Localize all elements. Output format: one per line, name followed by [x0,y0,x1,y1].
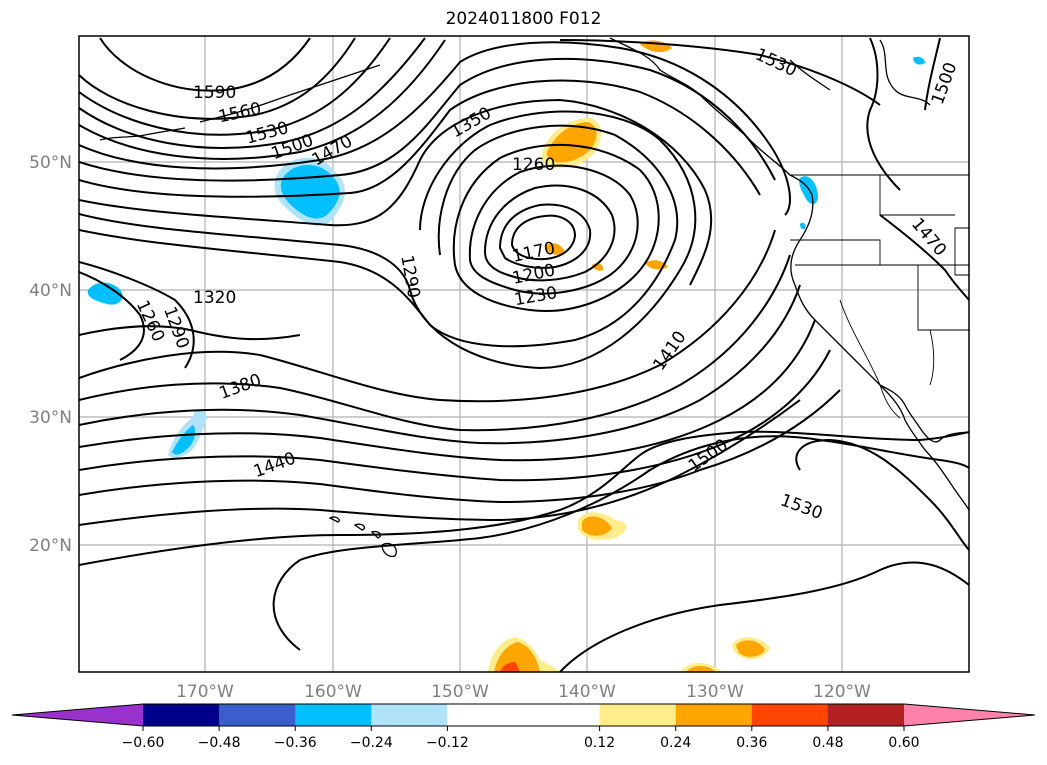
colorbar-tick-label: 0.12 [584,735,615,751]
colorbar: −0.60 −0.48 −0.36 −0.24 −0.12 0.12 0.24 0.36 0.4… [11,703,1036,751]
colorbar-tick-label: −0.60 [122,735,165,751]
map-title: 2024011800 F012 [445,9,602,29]
colorbar-tick-label: −0.12 [426,735,469,751]
contour-label: 1320 [193,288,236,308]
lon-label: 170°W [176,682,234,702]
colorbar-swatch [675,704,753,726]
lon-label: 120°W [813,682,871,702]
latitude-labels: 50°N 40°N 30°N 20°N [29,153,72,556]
colorbar-swatch [751,704,829,726]
colorbar-tick-label: −0.24 [350,735,393,751]
contour-label: 1260 [512,155,555,175]
lon-label: 140°W [558,682,616,702]
map-frame [78,35,970,673]
map-background [79,36,969,672]
colorbar-tick-label: 0.24 [660,735,691,751]
lat-label: 50°N [29,153,72,173]
lat-label: 20°N [29,536,72,556]
colorbar-swatch [295,704,372,726]
political-borders [790,174,969,419]
colorbar-swatch [599,704,677,726]
lon-label: 150°W [431,682,489,702]
contour-label: 1590 [193,83,236,103]
colorbar-tick-label: 0.36 [736,735,767,751]
colorbar-tick-label: 0.48 [812,735,843,751]
colorbar-swatch [143,704,220,726]
height-contours [79,37,969,672]
colorbar-extension-low [12,704,143,726]
lon-label: 160°W [304,682,362,702]
colorbar-extension-high [904,704,1035,726]
colorbar-swatch [219,704,296,726]
longitude-labels: 170°W 160°W 150°W 140°W 130°W 120°W [176,682,871,702]
colorbar-swatch [827,704,905,726]
lat-label: 30°N [29,408,72,428]
map-content [79,36,969,672]
lon-label: 130°W [686,682,744,702]
positive-anomaly-patches [488,40,770,672]
gridlines [79,36,969,672]
colorbar-swatch [371,704,448,726]
colorbar-tick-label: −0.36 [274,735,317,751]
colorbar-tick-label: 0.60 [888,735,919,751]
colorbar-swatch [447,704,524,726]
colorbar-swatch [523,704,601,726]
colorbar-tick-label: −0.48 [198,735,241,751]
lat-label: 40°N [29,281,72,301]
